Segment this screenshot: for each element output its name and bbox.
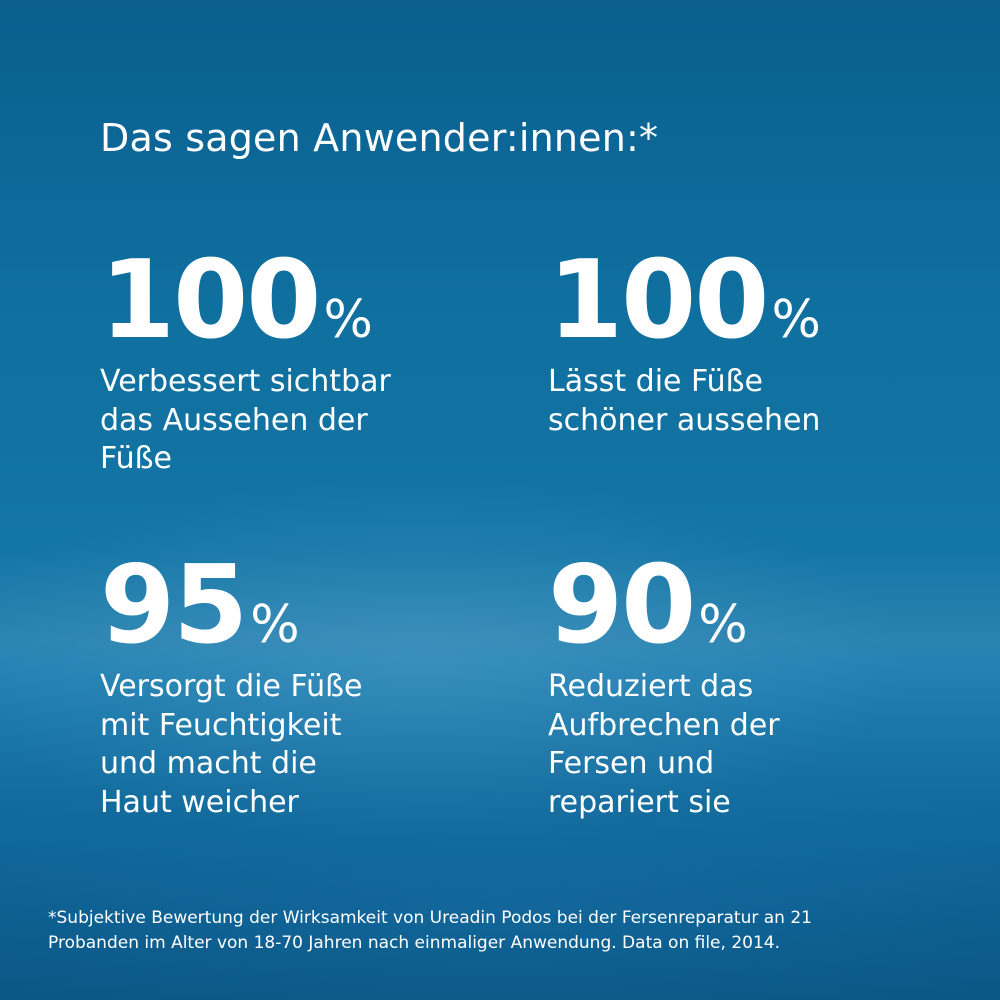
stat-description: Verbessert sichtbar das Aussehen der Füß…: [100, 363, 500, 479]
stat-unit: %: [323, 290, 373, 350]
stat-block-moisture: 95 % Versorgt die Füße mit Feuchtigkeit …: [100, 550, 500, 822]
stat-figure: 95 %: [100, 550, 500, 662]
stat-value: 100: [100, 238, 321, 363]
stat-figure: 100 %: [548, 245, 948, 357]
footnote-line: *Subjektive Bewertung der Wirksamkeit vo…: [48, 908, 812, 928]
stat-description-line: Lässt die Füße: [548, 364, 764, 399]
stat-block-nicer-feet: 100 % Lässt die Füße schöner aussehen: [548, 245, 948, 440]
stat-value: 90: [548, 543, 696, 668]
stat-description-line: und macht die: [100, 746, 317, 781]
stat-unit: %: [250, 595, 300, 655]
stat-description-line: Verbessert sichtbar: [100, 364, 391, 399]
stat-figure: 100 %: [100, 245, 500, 357]
stat-unit: %: [771, 290, 821, 350]
stat-description-line: repariert sie: [548, 784, 731, 820]
stat-description-line: Aufbrechen der: [548, 707, 780, 743]
stat-description-line: Füße: [100, 441, 172, 476]
stat-value: 100: [548, 238, 769, 363]
stat-unit: %: [698, 595, 748, 655]
footnote: *Subjektive Bewertung der Wirksamkeit vo…: [48, 906, 948, 956]
stat-block-heel-repair: 90 % Reduziert das Aufbrechen der Fersen…: [548, 550, 948, 822]
stat-description: Reduziert das Aufbrechen der Fersen und …: [548, 668, 948, 822]
stat-figure: 90 %: [548, 550, 948, 662]
page-title: Das sagen Anwender:innen:*: [100, 116, 659, 160]
stat-description-line: Fersen und: [548, 746, 715, 781]
stat-description-line: das Aussehen der: [100, 402, 368, 438]
stat-description-line: mit Feuchtigkeit: [100, 707, 342, 743]
stat-value: 95: [100, 543, 248, 668]
stat-description-line: Versorgt die Füße: [100, 669, 363, 704]
stat-description: Versorgt die Füße mit Feuchtigkeit und m…: [100, 668, 500, 822]
stat-description-line: Haut weicher: [100, 784, 299, 820]
footnote-line: Probanden im Alter von 18-70 Jahren nach…: [48, 933, 780, 953]
stat-description-line: schöner aussehen: [548, 402, 821, 438]
stat-description-line: Reduziert das: [548, 669, 754, 704]
stat-description: Lässt die Füße schöner aussehen: [548, 363, 948, 440]
stat-block-visible-appearance: 100 % Verbessert sichtbar das Aussehen d…: [100, 245, 500, 479]
